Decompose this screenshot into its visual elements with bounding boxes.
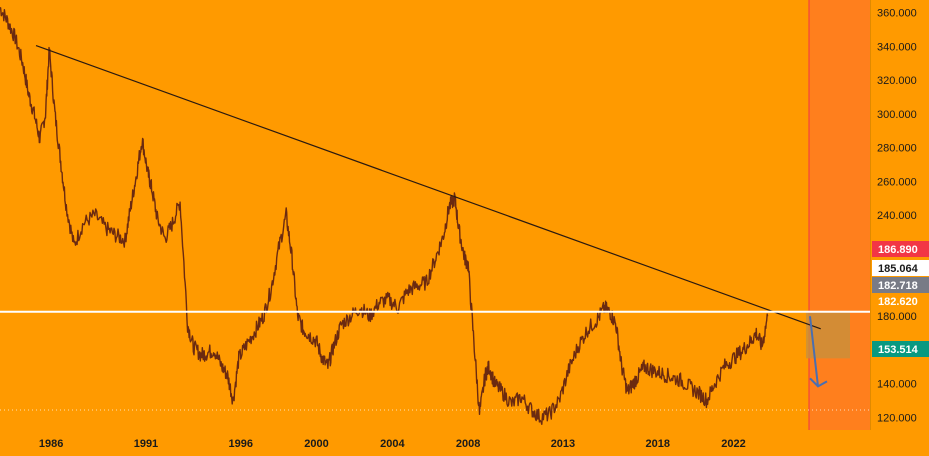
price-badge-label: 153.514 [878, 344, 919, 356]
price-badge [872, 241, 929, 257]
x-tick-label: 2004 [380, 438, 405, 450]
y-tick-label: 260.000 [877, 176, 917, 188]
y-tick-label: 120.000 [877, 412, 917, 424]
y-tick-label: 140.000 [877, 379, 917, 391]
x-tick-label: 2000 [304, 438, 328, 450]
x-tick-label: 2013 [551, 438, 575, 450]
y-tick-label: 320.000 [877, 75, 917, 87]
price-badge-label: 185.064 [878, 263, 919, 275]
price-badge-label: 182.620 [878, 296, 918, 308]
y-tick-label: 180.000 [877, 311, 917, 323]
price-badge-label: 186.890 [878, 244, 918, 256]
y-tick-label: 340.000 [877, 41, 917, 53]
future-zone [809, 0, 870, 430]
x-tick-label: 2018 [645, 438, 669, 450]
x-tick-label: 1986 [39, 438, 63, 450]
projection-arrow [809, 316, 819, 387]
price-badge [872, 277, 929, 293]
projection-arrow-head [809, 377, 828, 388]
x-tick-label: 2022 [721, 438, 745, 450]
price-badge [872, 260, 929, 276]
x-tick-label: 1996 [228, 438, 252, 450]
trendline[interactable] [35, 44, 821, 330]
y-tick-label: 360.000 [877, 8, 917, 20]
price-badge-label: 182.718 [878, 280, 918, 292]
y-tick-label: 240.000 [877, 210, 917, 222]
x-tick-label: 1991 [134, 438, 158, 450]
price-series-line [0, 7, 769, 425]
price-badge [872, 341, 929, 357]
price-badge [872, 293, 929, 309]
y-tick-label: 300.000 [877, 109, 917, 121]
x-tick-label: 2008 [456, 438, 480, 450]
y-tick-label: 280.000 [877, 143, 917, 155]
